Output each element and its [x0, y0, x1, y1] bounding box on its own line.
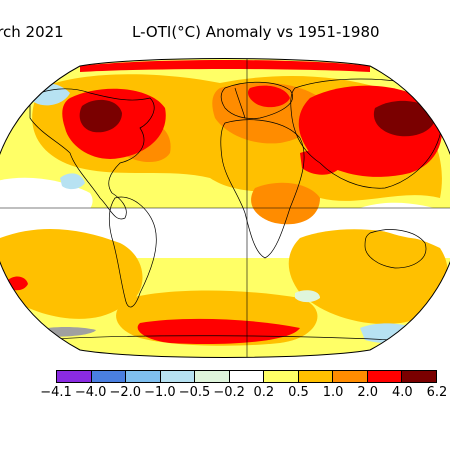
map-svg	[0, 58, 450, 358]
north-america-coast	[29, 88, 155, 220]
arctic-red-band	[80, 60, 370, 72]
europe-coast	[220, 81, 293, 119]
legend-swatch	[367, 371, 403, 382]
legend-tick-label: 6.2	[426, 385, 448, 400]
legend-tick-label: −2.0	[109, 385, 142, 400]
europe-red-patch	[247, 85, 290, 108]
legend-swatch	[57, 371, 92, 382]
legend-tick-label: −4.0	[74, 385, 107, 400]
legend-swatch	[229, 371, 265, 382]
africa-orange-patch	[251, 182, 320, 225]
legend-swatch	[160, 371, 196, 382]
legend-tick-label: 0.2	[253, 385, 275, 400]
south-pacific-orange-patch	[0, 228, 143, 319]
legend-swatch	[195, 371, 230, 382]
antarctica-coast	[39, 335, 431, 343]
tropical-pacific-neutral	[0, 177, 93, 223]
antarctic-red-patch	[137, 318, 300, 345]
indian-ocean-orange-patch	[288, 229, 448, 324]
middle-east-red-patch	[300, 150, 340, 175]
pacific-cool-patch	[60, 173, 85, 190]
north-america-darkred-patch	[79, 99, 122, 133]
anomaly-map	[0, 58, 450, 358]
australia-coast	[364, 229, 427, 269]
color-legend	[56, 370, 437, 383]
south-america-coast	[108, 196, 157, 308]
map-title: L-OTI(°C) Anomaly vs 1951-1980	[132, 23, 380, 41]
prime-meridian-line	[234, 87, 246, 119]
legend-tick-label: 4.0	[392, 385, 413, 400]
siberia-darkred-patch	[373, 100, 436, 137]
legend-tick-label: −0.2	[213, 385, 245, 400]
legend-labels: −4.1 −4.0 −2.0 −1.0 −0.5 −0.2 0.2 0.5 1.0 2.0 4.0 6…	[0, 385, 450, 403]
europe-orange-patch	[212, 82, 323, 144]
africa-coast	[220, 119, 305, 259]
legend-swatch	[298, 371, 334, 382]
legend-swatch	[91, 371, 127, 382]
south-indian-cool-patch	[295, 290, 320, 303]
legend-tick-label: −4.1	[40, 385, 72, 400]
date-label: arch 2021	[0, 23, 64, 41]
legend-swatch	[333, 371, 368, 382]
legend-tick-label: 1.0	[322, 385, 344, 400]
antarctic-cool-patch	[360, 323, 425, 344]
legend-swatch	[264, 371, 299, 382]
coastlines	[29, 78, 443, 343]
legend-tick-label: −1.0	[144, 385, 176, 400]
legend-tick-label: 2.0	[357, 385, 379, 400]
legend-tick-label: 0.5	[288, 385, 309, 400]
map-outline	[0, 58, 450, 358]
south-pacific-red-spot	[8, 276, 28, 291]
legend-swatch	[402, 371, 437, 382]
legend-swatch	[126, 371, 161, 382]
legend-tick-label: −0.5	[178, 385, 211, 400]
